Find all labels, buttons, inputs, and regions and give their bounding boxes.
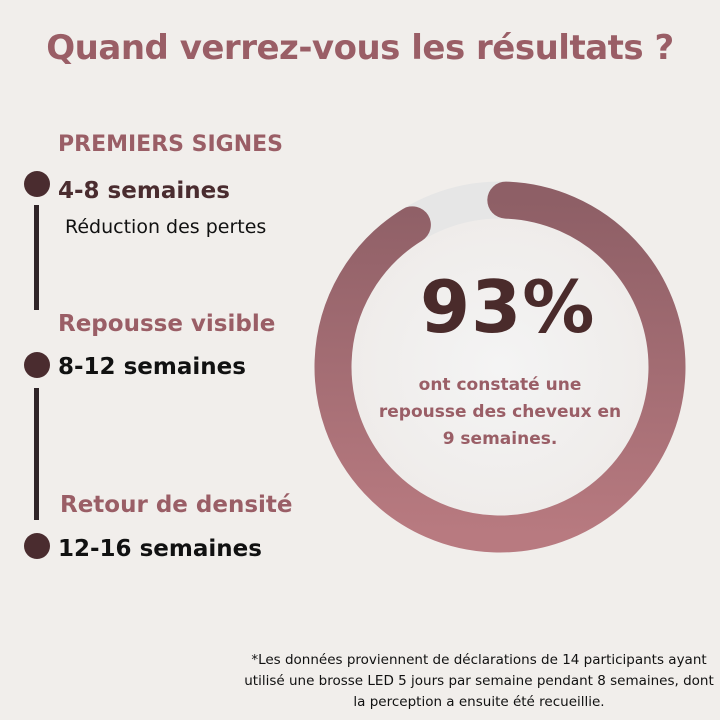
page-title: Quand verrez-vous les résultats ? [46, 28, 674, 68]
weeks-4-8: 4-8 semaines [58, 178, 230, 204]
stat-value: 93% [420, 265, 596, 349]
weeks-8-12: 8-12 semaines [58, 354, 246, 380]
ring-inner [350, 217, 650, 517]
footnote: *Les données proviennent de déclarations… [244, 652, 714, 710]
ring-progress-arc [314, 181, 686, 553]
stage-description: Réduction des pertes [65, 216, 267, 238]
stage-label-premiers-signes: PREMIERS SIGNES [58, 132, 284, 157]
timeline-dot [24, 352, 50, 378]
stat-caption: ont constaté une repousse des cheveux en… [378, 375, 622, 449]
progress-ring [314, 181, 686, 553]
timeline-connector [34, 388, 39, 520]
timeline-dot [24, 171, 50, 197]
stage-label-retour-densite: Retour de densité [60, 492, 293, 518]
timeline-dot [24, 533, 50, 559]
timeline-connector [34, 205, 39, 310]
weeks-12-16: 12-16 semaines [58, 536, 262, 562]
stage-label-repousse-visible: Repousse visible [58, 311, 276, 337]
